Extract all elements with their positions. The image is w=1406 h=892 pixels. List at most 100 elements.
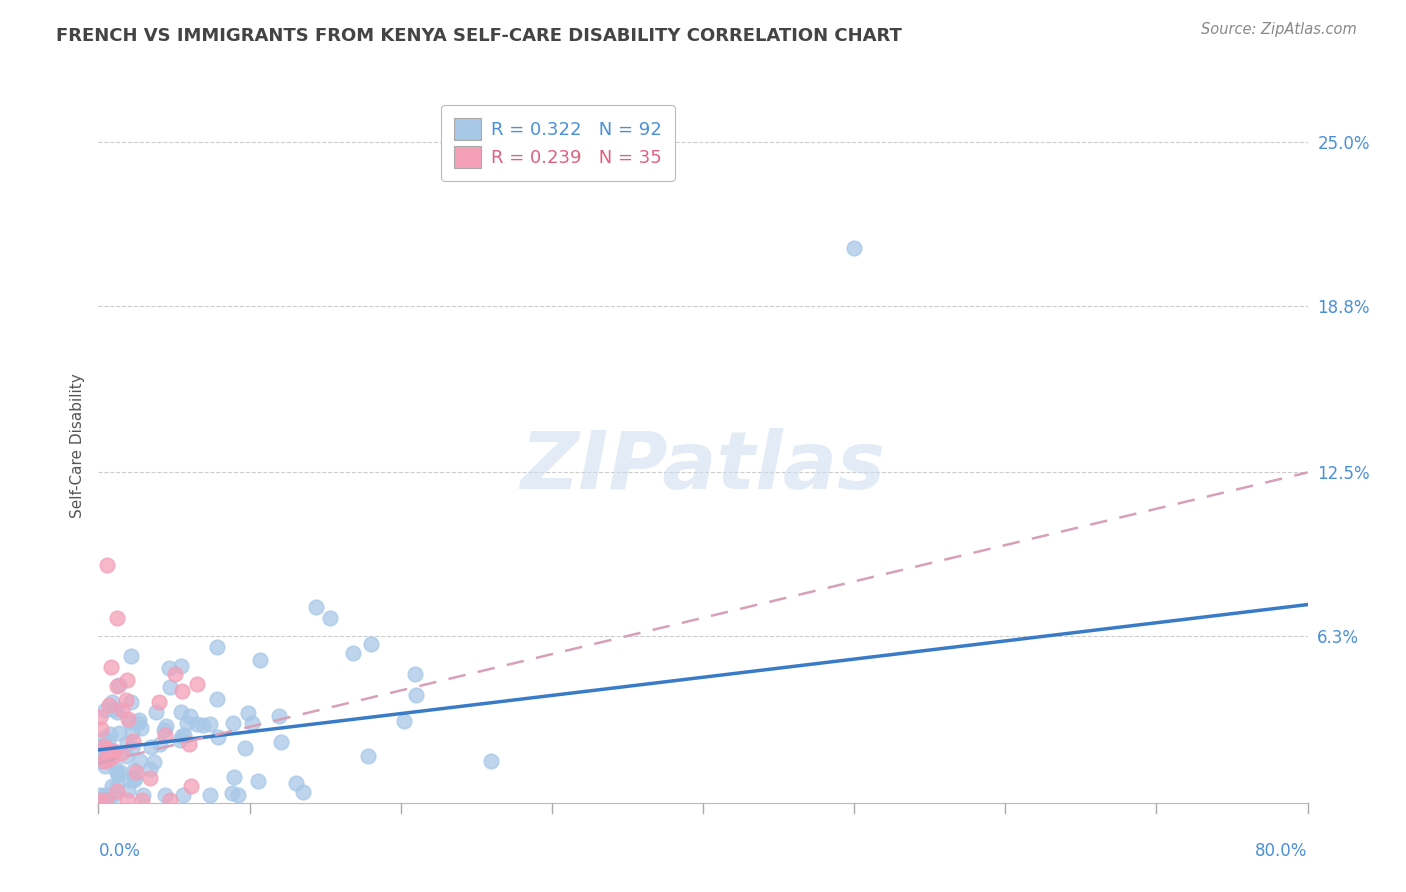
Point xyxy=(267,709,290,723)
Point xyxy=(105,783,128,797)
Point xyxy=(104,761,127,775)
Point xyxy=(124,771,146,785)
Point xyxy=(145,705,167,719)
Point xyxy=(205,691,228,706)
Point xyxy=(110,746,132,760)
Point xyxy=(170,729,193,743)
Point xyxy=(844,241,866,255)
Point xyxy=(98,727,121,741)
Point xyxy=(98,698,121,713)
Point xyxy=(93,739,115,753)
Point xyxy=(173,728,195,742)
Point xyxy=(153,723,176,737)
Point xyxy=(238,706,260,720)
Point xyxy=(180,779,202,793)
Point xyxy=(122,763,145,777)
Point xyxy=(342,646,364,660)
Point xyxy=(235,740,257,755)
Legend: R = 0.322   N = 92, R = 0.239   N = 35: R = 0.322 N = 92, R = 0.239 N = 35 xyxy=(441,105,675,181)
Point xyxy=(115,793,138,807)
Point xyxy=(93,758,115,772)
Text: Source: ZipAtlas.com: Source: ZipAtlas.com xyxy=(1201,22,1357,37)
Point xyxy=(172,788,194,802)
Point xyxy=(101,695,124,709)
Point xyxy=(117,712,139,726)
Point xyxy=(107,679,129,693)
Point xyxy=(98,788,121,802)
Point xyxy=(96,753,118,767)
Point xyxy=(139,771,162,785)
Point xyxy=(120,649,142,664)
Point xyxy=(405,688,427,702)
Point xyxy=(118,714,141,729)
Point xyxy=(91,754,114,768)
Point xyxy=(128,754,150,768)
Point xyxy=(121,725,143,739)
Point xyxy=(249,653,271,667)
Point xyxy=(186,716,208,731)
Point xyxy=(155,719,177,733)
Point xyxy=(153,788,176,802)
Point xyxy=(89,753,111,767)
Point xyxy=(117,783,139,797)
Point xyxy=(222,770,245,784)
Point xyxy=(186,676,208,690)
Point xyxy=(176,715,198,730)
Point xyxy=(122,772,145,787)
Point xyxy=(121,740,143,755)
Point xyxy=(172,683,194,698)
Point xyxy=(221,786,243,800)
Point xyxy=(93,755,115,769)
Point xyxy=(357,748,380,763)
Point xyxy=(105,764,128,779)
Y-axis label: Self-Care Disability: Self-Care Disability xyxy=(69,374,84,518)
Point xyxy=(118,772,141,787)
Point xyxy=(96,788,118,802)
Point xyxy=(105,611,128,625)
Point xyxy=(103,702,125,716)
Point xyxy=(165,667,187,681)
Point xyxy=(111,703,134,717)
Point xyxy=(108,764,131,779)
Point xyxy=(90,739,112,754)
Point xyxy=(105,779,128,793)
Point xyxy=(285,776,308,790)
Text: 80.0%: 80.0% xyxy=(1256,842,1308,860)
Point xyxy=(96,742,118,756)
Point xyxy=(129,721,152,735)
Point xyxy=(128,713,150,727)
Point xyxy=(101,779,124,793)
Point xyxy=(96,558,118,572)
Point xyxy=(125,765,148,780)
Point xyxy=(93,731,115,746)
Point xyxy=(155,728,177,742)
Text: FRENCH VS IMMIGRANTS FROM KENYA SELF-CARE DISABILITY CORRELATION CHART: FRENCH VS IMMIGRANTS FROM KENYA SELF-CAR… xyxy=(56,27,903,45)
Point xyxy=(122,734,145,748)
Point xyxy=(100,744,122,758)
Point xyxy=(392,714,415,728)
Point xyxy=(191,718,214,732)
Point xyxy=(138,762,160,776)
Point xyxy=(247,774,270,789)
Point xyxy=(221,716,243,731)
Point xyxy=(170,658,193,673)
Point xyxy=(101,750,124,764)
Point xyxy=(115,673,138,688)
Point xyxy=(159,793,181,807)
Point xyxy=(107,678,129,692)
Point xyxy=(94,793,117,807)
Point xyxy=(142,755,165,769)
Point xyxy=(94,703,117,717)
Point xyxy=(90,722,112,736)
Point xyxy=(114,693,136,707)
Point xyxy=(107,767,129,781)
Point xyxy=(148,696,170,710)
Point xyxy=(103,788,125,802)
Text: ZIPatlas: ZIPatlas xyxy=(520,428,886,507)
Point xyxy=(105,705,128,719)
Point xyxy=(127,715,149,730)
Point xyxy=(481,754,503,768)
Point xyxy=(139,740,162,755)
Point xyxy=(205,640,228,654)
Point xyxy=(157,661,180,675)
